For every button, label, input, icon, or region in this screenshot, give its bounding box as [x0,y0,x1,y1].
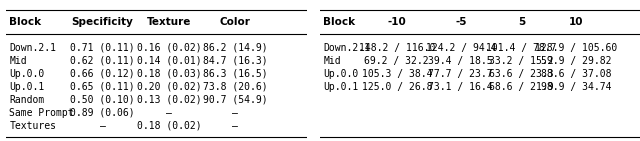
Text: 0.16 (0.02): 0.16 (0.02) [136,43,201,53]
Text: 33.2 / 15.2: 33.2 / 15.2 [490,56,554,66]
Text: 69.2 / 32.2: 69.2 / 32.2 [365,56,429,66]
Text: 77.7 / 23.7: 77.7 / 23.7 [429,69,493,79]
Text: 0.50 (0.10): 0.50 (0.10) [70,95,135,105]
Text: Random: Random [10,95,45,105]
Text: 128.9 / 105.60: 128.9 / 105.60 [535,43,617,53]
Text: Mid: Mid [10,56,27,66]
Text: 90.7 (54.9): 90.7 (54.9) [203,95,268,105]
Text: 0.20 (0.02): 0.20 (0.02) [136,82,201,92]
Text: 0.66 (0.12): 0.66 (0.12) [70,69,135,79]
Text: –: – [100,121,106,131]
Text: Up.0.0: Up.0.0 [10,69,45,79]
Text: Same Prompt: Same Prompt [10,108,74,118]
Text: 0.13 (0.02): 0.13 (0.02) [136,95,201,105]
Text: Down.2.1: Down.2.1 [323,43,370,53]
Text: –: – [232,121,238,131]
Text: 0.65 (0.11): 0.65 (0.11) [70,82,135,92]
Text: Up.0.1: Up.0.1 [10,82,45,92]
Text: 101.4 / 78.7: 101.4 / 78.7 [486,43,557,53]
Text: 84.7 (16.3): 84.7 (16.3) [203,56,268,66]
Text: 68.6 / 21.9: 68.6 / 21.9 [490,82,554,92]
Text: Down.2.1: Down.2.1 [10,43,56,53]
Text: Mid: Mid [323,56,341,66]
Text: Block: Block [323,17,355,27]
Text: 0.18 (0.03): 0.18 (0.03) [136,69,201,79]
Text: 73.1 / 16.4: 73.1 / 16.4 [429,82,493,92]
Text: –: – [232,108,238,118]
Text: 0.14 (0.01): 0.14 (0.01) [136,56,201,66]
Text: Block: Block [10,17,42,27]
Text: 5: 5 [518,17,525,27]
Text: 105.3 / 38.4: 105.3 / 38.4 [362,69,432,79]
Text: 0.89 (0.06): 0.89 (0.06) [70,108,135,118]
Text: 63.6 / 23.3: 63.6 / 23.3 [490,69,554,79]
Text: 86.3 (16.5): 86.3 (16.5) [203,69,268,79]
Text: Color: Color [220,17,250,27]
Text: 125.0 / 26.8: 125.0 / 26.8 [362,82,432,92]
Text: Textures: Textures [10,121,56,131]
Text: 0.62 (0.11): 0.62 (0.11) [70,56,135,66]
Text: 73.8 (20.6): 73.8 (20.6) [203,82,268,92]
Text: Up.0.0: Up.0.0 [323,69,358,79]
Text: 0.18 (0.02): 0.18 (0.02) [136,121,201,131]
Text: 98.9 / 34.74: 98.9 / 34.74 [541,82,611,92]
Text: -10: -10 [387,17,406,27]
Text: –: – [166,108,172,118]
Text: 0.71 (0.11): 0.71 (0.11) [70,43,135,53]
Text: 59.9 / 29.82: 59.9 / 29.82 [541,56,611,66]
Text: 10: 10 [569,17,583,27]
Text: 86.2 (14.9): 86.2 (14.9) [203,43,268,53]
Text: 124.2 / 94.4: 124.2 / 94.4 [426,43,496,53]
Text: 148.2 / 116.0: 148.2 / 116.0 [358,43,435,53]
Text: Up.0.1: Up.0.1 [323,82,358,92]
Text: Specificity: Specificity [72,17,134,27]
Text: Texture: Texture [147,17,191,27]
Text: -5: -5 [455,17,467,27]
Text: 88.6 / 37.08: 88.6 / 37.08 [541,69,611,79]
Text: 39.4 / 18.5: 39.4 / 18.5 [429,56,493,66]
